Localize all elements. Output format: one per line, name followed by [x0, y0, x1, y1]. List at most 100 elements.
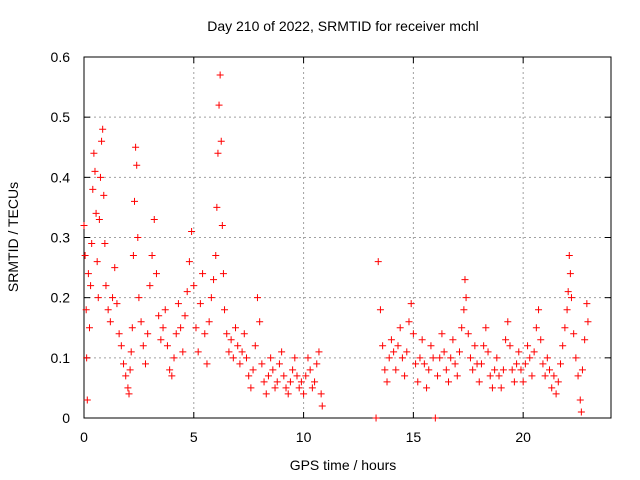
- data-point: [390, 348, 398, 356]
- data-point: [284, 390, 292, 398]
- data-point: [267, 354, 275, 362]
- data-point: [311, 378, 319, 386]
- data-point: [131, 197, 139, 205]
- data-point: [166, 366, 174, 374]
- data-point: [264, 372, 272, 380]
- data-point: [275, 360, 283, 368]
- data-point: [216, 71, 224, 79]
- data-point: [418, 336, 426, 344]
- data-point: [519, 378, 527, 386]
- data-point: [502, 336, 510, 344]
- data-point: [458, 324, 466, 332]
- data-point: [120, 360, 128, 368]
- data-point: [247, 384, 255, 392]
- data-point: [546, 366, 554, 374]
- data-point: [132, 143, 140, 151]
- data-point: [256, 318, 264, 326]
- data-point: [155, 312, 163, 320]
- data-point: [159, 324, 167, 332]
- y-tick-label: 0.5: [51, 109, 71, 125]
- data-point: [409, 330, 417, 338]
- data-point: [113, 300, 121, 308]
- data-point: [117, 342, 125, 350]
- data-point: [245, 372, 253, 380]
- data-point: [438, 330, 446, 338]
- data-point: [462, 294, 470, 302]
- data-point: [504, 318, 512, 326]
- data-point: [170, 354, 178, 362]
- data-point: [232, 324, 240, 332]
- data-point: [144, 330, 152, 338]
- data-point: [420, 360, 428, 368]
- data-point: [414, 378, 422, 386]
- data-point: [115, 330, 123, 338]
- data-point: [532, 324, 540, 332]
- data-point: [537, 336, 545, 344]
- y-tick-label: 0: [62, 410, 70, 426]
- data-point: [236, 360, 244, 368]
- data-point: [554, 378, 562, 386]
- data-point: [185, 258, 193, 266]
- data-point: [251, 342, 259, 350]
- y-tick-label: 0.4: [51, 169, 71, 185]
- data-point: [464, 330, 472, 338]
- data-point: [559, 342, 567, 350]
- data-point: [581, 336, 589, 344]
- data-point: [524, 342, 532, 350]
- data-point: [543, 354, 551, 362]
- data-point: [576, 396, 584, 404]
- data-point: [488, 384, 496, 392]
- data-point: [425, 366, 433, 374]
- data-point: [126, 366, 134, 374]
- data-point: [205, 318, 213, 326]
- data-point: [249, 366, 257, 374]
- data-point: [242, 354, 250, 362]
- data-point: [104, 306, 112, 314]
- data-point: [451, 360, 459, 368]
- data-point: [469, 366, 477, 374]
- data-point: [253, 294, 261, 302]
- data-point: [106, 318, 114, 326]
- data-point: [218, 221, 226, 229]
- data-point: [157, 336, 165, 344]
- data-point: [258, 360, 266, 368]
- data-point: [499, 366, 507, 374]
- data-point: [313, 360, 321, 368]
- data-point: [491, 366, 499, 374]
- data-point: [88, 240, 96, 248]
- data-point: [541, 372, 549, 380]
- data-point: [535, 306, 543, 314]
- data-point: [530, 348, 538, 356]
- data-point: [471, 342, 479, 350]
- data-point: [99, 125, 107, 133]
- data-point: [475, 378, 483, 386]
- data-point: [552, 390, 560, 398]
- data-point: [477, 360, 485, 368]
- data-point: [280, 372, 288, 380]
- data-point: [201, 330, 209, 338]
- data-points: [80, 71, 592, 422]
- x-tick-label: 15: [406, 429, 422, 445]
- data-point: [387, 336, 395, 344]
- data-point: [497, 384, 505, 392]
- data-point: [449, 336, 457, 344]
- data-point: [510, 378, 518, 386]
- data-point: [379, 342, 387, 350]
- data-point: [85, 324, 93, 332]
- chart-title: Day 210 of 2022, SRMTID for receiver mch…: [207, 18, 479, 34]
- data-point: [526, 354, 534, 362]
- data-point: [515, 348, 523, 356]
- data-point: [461, 276, 469, 284]
- data-point: [513, 360, 521, 368]
- data-point: [111, 264, 119, 272]
- data-point: [134, 234, 142, 241]
- data-point: [129, 252, 137, 260]
- data-point: [429, 354, 437, 362]
- data-point: [196, 300, 204, 308]
- data-point: [150, 215, 158, 223]
- data-point: [212, 252, 220, 260]
- data-point: [297, 378, 305, 386]
- data-point: [486, 372, 494, 380]
- data-point: [94, 294, 102, 302]
